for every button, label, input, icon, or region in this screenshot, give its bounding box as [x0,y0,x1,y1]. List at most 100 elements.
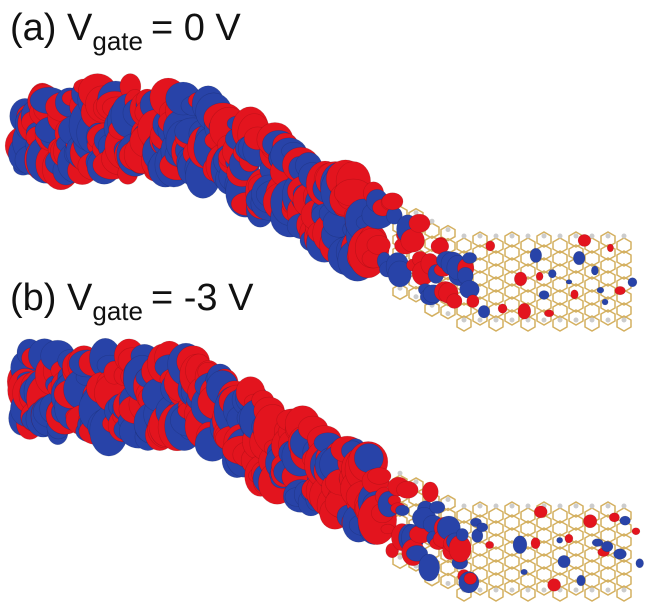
orbital-lobe [409,214,430,232]
orbital-lobe [382,193,403,210]
orbital-lobe [636,559,644,568]
hydrogen [590,504,595,509]
orbital-lobe [597,287,604,293]
hydrogen [574,318,579,323]
hydrogen [462,234,467,239]
hydrogen [622,504,627,509]
hydrogen [526,234,531,239]
orbital-lobe [456,528,468,541]
hydrogen [558,234,563,239]
orbital-lobe [486,241,495,251]
orbital-lobe [464,573,477,585]
hydrogen [478,318,483,323]
orbital-lobe [614,549,627,560]
orbital-lobe [518,303,531,319]
hydrogen [414,294,419,299]
orbital-lobe [548,270,556,278]
orbital-lobe [601,541,613,552]
orbital-lobe [531,538,540,549]
hydrogen [606,504,611,509]
hydrogen [622,588,627,593]
nanoribbon [5,74,637,331]
ribbons [5,74,643,601]
orbital-lobe [536,272,543,281]
hydrogen [558,504,563,509]
orbital-lobe [422,482,438,502]
hydrogen [446,227,451,232]
hydrogen [606,588,611,593]
orbital-lobe [419,554,440,581]
hydrogen [622,234,627,239]
hydrogen [606,318,611,323]
label-subscript: gate [92,26,143,56]
figure: (a) Vgate= 0 V (b) Vgate= -3 V [0,0,656,607]
hydrogen [542,318,547,323]
panel-a-label: (a) Vgate = 0 V [10,7,241,56]
hydrogen [574,588,579,593]
orbital-lobe [514,272,527,286]
orbital-lobe [478,305,490,318]
hydrogen [574,504,579,509]
hydrogen [510,504,515,509]
orbital-lobe [578,234,591,246]
hydrogen [510,588,515,593]
label-prefix: (b) V [10,277,93,319]
hydrogen [574,234,579,239]
hydrogen [478,588,483,593]
hydrogen [494,234,499,239]
orbital-lobe [557,537,563,543]
hydrogen [558,318,563,323]
hydrogen [446,497,451,502]
hydrogen [526,588,531,593]
orbital-lobe [530,248,542,262]
hydrogen [510,234,515,239]
hydrogen [542,234,547,239]
hydrogen [510,318,515,323]
orbital-lobe [485,541,493,548]
label-suffix: = 0 V [151,7,241,49]
nanoribbon [7,338,643,601]
orbital-lobe [513,536,527,554]
hydrogen [494,588,499,593]
orbital-lobe [521,569,528,575]
panel-b-label: (b) Vgate = -3 V [10,277,254,326]
orbital-lobe [498,304,507,313]
hydrogen [462,318,467,323]
orbital-lobe [591,266,598,275]
orbital-lobe [583,515,596,528]
hydrogen [590,318,595,323]
orbital-lobe [544,310,554,317]
orbital-lobe [577,575,586,586]
orbital-lobe [602,299,608,305]
hydrogen [526,504,531,509]
orbital-lobe [558,555,570,567]
hydrogen [606,234,611,239]
orbital-lobe [396,505,410,516]
label-subscript: gate [92,296,143,326]
orbital-lobe [397,481,419,498]
orbital-lobe [467,295,479,308]
orbital-lobe [632,528,640,535]
orbital-lobe [477,523,488,532]
hydrogen [446,581,451,586]
orbital-lobe [463,252,477,263]
hydrogen [462,504,467,509]
orbital-lobe [548,579,561,592]
hydrogen [478,504,483,509]
label-prefix: (a) V [10,7,93,49]
orbital-lobe [534,506,547,518]
hydrogen [542,588,547,593]
orbital-lobe [628,278,637,287]
hydrogen [590,588,595,593]
orbital-lobe [367,235,391,254]
hydrogen [478,234,483,239]
orbital-lobe [447,294,462,309]
hydrogen [622,318,627,323]
hydrogen [494,504,499,509]
orbital-lobe [565,534,573,543]
orbital-lobe [615,286,626,294]
label-suffix: = -3 V [151,277,254,319]
orbital-lobe [609,513,619,522]
orbital-lobe [367,468,391,485]
orbital-lobe [571,290,579,299]
